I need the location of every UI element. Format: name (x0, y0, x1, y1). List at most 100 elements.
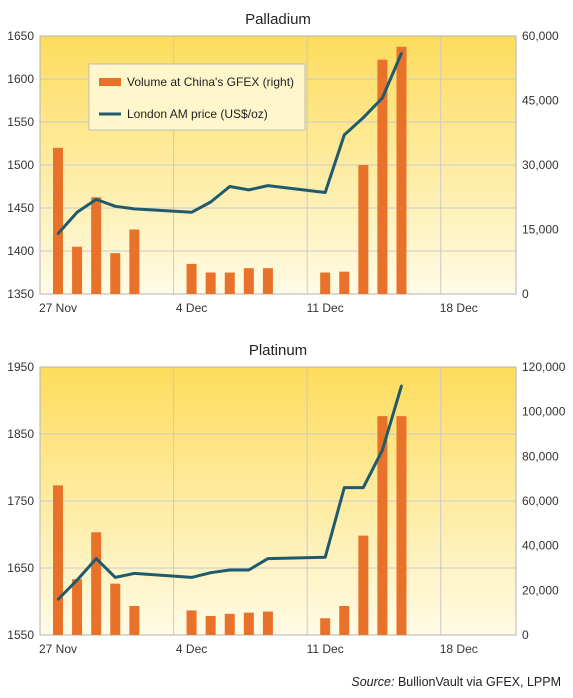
price-point (266, 184, 270, 187)
y-left-tick-label: 1750 (7, 494, 34, 508)
bar (320, 618, 331, 635)
price-point (209, 200, 212, 204)
y-right-tick-label: 0 (522, 628, 529, 642)
y-right-tick-label: 60,000 (522, 29, 559, 43)
y-left-tick-label: 1950 (7, 360, 34, 374)
source-text: BullionVault via GFEX, LPPM (397, 675, 561, 689)
x-tick-label: 27 Nov (39, 301, 77, 315)
y-right-tick-label: 60,000 (522, 494, 559, 508)
price-point (133, 572, 136, 575)
y-left-tick-label: 1600 (7, 72, 34, 86)
price-point (362, 116, 365, 119)
y-right-tick-label: 100,000 (522, 405, 566, 419)
bar (110, 253, 121, 294)
bar (129, 229, 140, 294)
legend-box (88, 63, 306, 131)
price-point (209, 571, 212, 574)
price-point (343, 133, 346, 137)
y-left-tick-label: 1650 (7, 29, 34, 43)
bar (186, 263, 197, 294)
price-point (400, 384, 403, 387)
plot-border (39, 35, 517, 295)
price-point (323, 191, 327, 194)
bar (72, 579, 83, 635)
x-tick-label: 11 Dec (307, 301, 344, 315)
price-point (381, 448, 384, 452)
y-right-tick-label: 80,000 (522, 449, 559, 463)
y-left-tick-label: 1550 (7, 628, 34, 642)
bar (91, 532, 102, 635)
x-tick-label: 18 Dec (440, 301, 478, 315)
legend-line-label: London AM price (US$/oz) (127, 107, 268, 121)
bar (53, 485, 63, 635)
y-left-tick-label: 1350 (7, 287, 34, 301)
bar (110, 583, 121, 635)
bar (396, 416, 407, 635)
bar (358, 535, 369, 635)
bar (205, 616, 216, 635)
price-point (247, 188, 251, 192)
y-left-tick-label: 1650 (7, 561, 34, 575)
price-point (56, 232, 60, 235)
price-point (56, 598, 60, 601)
bar (129, 605, 140, 635)
x-tick-label: 11 Dec (307, 642, 344, 656)
y-left-tick-label: 1850 (7, 427, 34, 441)
y-left-tick-label: 1450 (7, 201, 34, 215)
price-point (266, 557, 270, 560)
y-left-tick-label: 1400 (7, 244, 34, 258)
chart-platinum: Platinum 1550 1650 1750 1850 1950 0 20,000 40,00… (7, 342, 565, 656)
bar (262, 268, 273, 294)
chart-title: Palladium (245, 11, 311, 28)
bar (91, 197, 102, 294)
bar (224, 613, 235, 635)
y-right-tick-label: 40,000 (522, 539, 559, 553)
price-point (114, 205, 117, 208)
bar (339, 271, 350, 294)
price-point (362, 486, 365, 489)
y-right-tick-label: 30,000 (522, 158, 559, 172)
legend-bar-label: Volume at China's GFEX (right) (127, 75, 294, 89)
bar (205, 272, 216, 294)
bar (72, 246, 83, 294)
price-point (400, 52, 403, 55)
y-right-tick-label: 45,000 (522, 94, 559, 108)
price-point (323, 556, 327, 559)
price-point (114, 576, 117, 579)
bar (243, 268, 254, 294)
y-right-tick-label: 0 (522, 287, 529, 301)
price-point (133, 207, 136, 211)
x-tick-label: 4 Dec (176, 301, 207, 315)
y-right-tick-label: 20,000 (522, 583, 559, 597)
plot-border (39, 366, 517, 636)
bar (358, 165, 369, 294)
price-point (190, 211, 193, 214)
price-point (228, 185, 231, 188)
price-point (381, 96, 384, 100)
legend-bar-swatch (99, 78, 121, 86)
price-point (94, 198, 98, 201)
price-point (228, 568, 231, 572)
x-tick-label: 18 Dec (440, 642, 478, 656)
price-point (75, 578, 79, 582)
price-point (190, 576, 193, 579)
bar (243, 612, 254, 635)
bar (262, 611, 273, 635)
bar (320, 272, 331, 294)
y-right-tick-label: 120,000 (522, 360, 566, 374)
chart-title: Platinum (249, 342, 307, 359)
bar (53, 147, 63, 294)
chart-palladium: Palladium 1350 1400 1450 1500 1550 1600 1650 0 15… (7, 11, 559, 315)
source-note: Source: BullionVault via GFEX, LPPM (351, 675, 561, 689)
y-left-tick-label: 1500 (7, 158, 34, 172)
bar (186, 610, 197, 635)
bar (339, 605, 350, 635)
bar (396, 46, 407, 294)
y-right-tick-label: 15,000 (522, 223, 559, 237)
bar (224, 272, 235, 294)
y-left-tick-label: 1550 (7, 115, 34, 129)
source-label: Source: (351, 675, 395, 689)
price-point (94, 557, 98, 560)
x-tick-label: 27 Nov (39, 642, 77, 656)
